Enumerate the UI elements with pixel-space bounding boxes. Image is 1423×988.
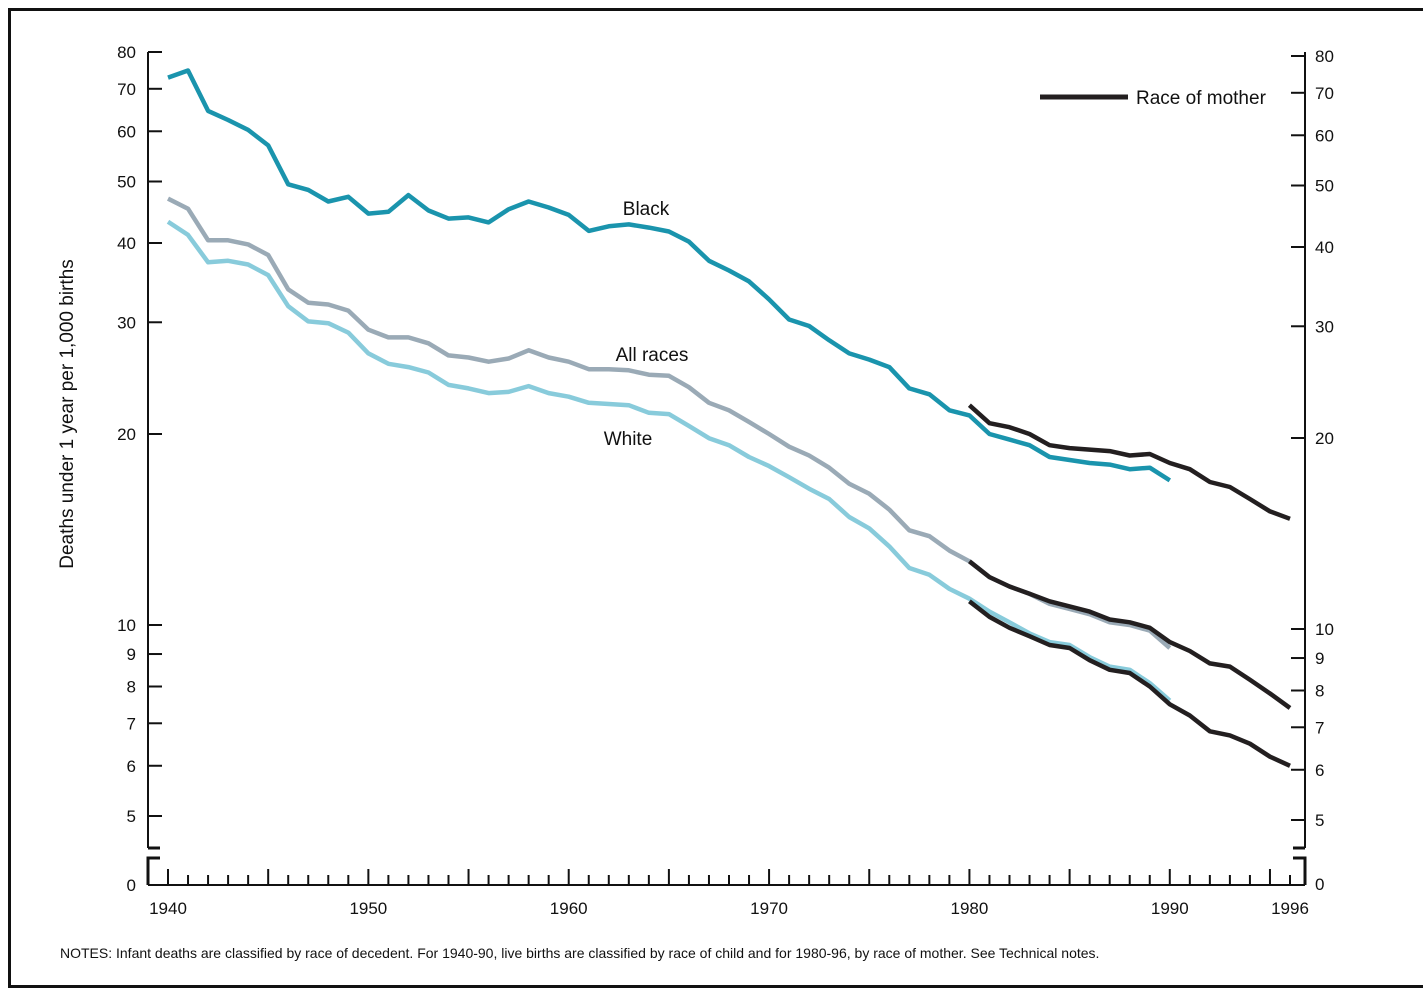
series-line-white-2 [166,219,1172,703]
right-y-tick-label: 30 [1315,317,1334,336]
y-axis-title: Deaths under 1 year per 1,000 births [57,259,78,568]
right-y-tick-label: 70 [1315,84,1334,103]
left-y-tick-label: 60 [117,122,136,141]
right-y-tick-label: 60 [1315,126,1334,145]
left-y-tick-label: 30 [117,313,136,332]
left-y-tick-label: 6 [127,757,136,776]
right-y-tick-label: 20 [1315,429,1334,448]
series-label-white: White [604,429,653,450]
right-y-tick-label: 7 [1315,718,1324,737]
chart-notes: NOTES: Infant deaths are classified by r… [60,945,1100,961]
right-axis-break-bottom [1293,856,1307,885]
right-y-tick-label: 5 [1315,811,1324,830]
legend-label-race-of-mother: Race of mother [1136,88,1267,109]
series-line-race-of-mother-4 [968,559,1292,710]
left-y-tick-label: 9 [127,645,136,664]
left-y-tick-label: 80 [117,43,136,62]
x-tick-label: 1970 [750,899,788,918]
right-y-tick-label: 80 [1315,47,1334,66]
right-y-tick-label: 9 [1315,649,1324,668]
series-line-race-of-mother-5 [968,599,1291,768]
left-y-zero-label: 0 [127,876,136,895]
right-y-tick-label: 50 [1315,177,1334,196]
left-axis-break-bottom [146,856,160,885]
right-y-tick-label: 6 [1315,761,1324,780]
series-line-race-of-mother-3 [967,403,1291,521]
left-y-tick-label: 70 [117,80,136,99]
right-y-zero-label: 0 [1315,875,1324,894]
left-y-tick-label: 10 [117,616,136,635]
x-tick-label: 1996 [1271,899,1309,918]
series-label-all-races: All races [616,345,689,366]
left-y-tick-label: 5 [127,807,136,826]
x-tick-label: 1950 [349,899,387,918]
right-y-tick-label: 40 [1315,238,1334,257]
series-line-black-0 [167,68,1172,483]
series-label-black: Black [623,199,670,220]
left-y-tick-label: 8 [127,677,136,696]
series-line-all-races-1 [166,196,1172,650]
right-y-tick-label: 8 [1315,681,1324,700]
x-tick-label: 1980 [951,899,989,918]
x-tick-label: 1990 [1151,899,1189,918]
x-tick-label: 1960 [550,899,588,918]
left-y-tick-label: 7 [127,714,136,733]
x-tick-label: 1940 [149,899,187,918]
left-y-tick-label: 40 [117,234,136,253]
right-y-tick-label: 10 [1315,620,1334,639]
left-y-tick-label: 20 [117,425,136,444]
left-y-tick-label: 50 [117,173,136,192]
